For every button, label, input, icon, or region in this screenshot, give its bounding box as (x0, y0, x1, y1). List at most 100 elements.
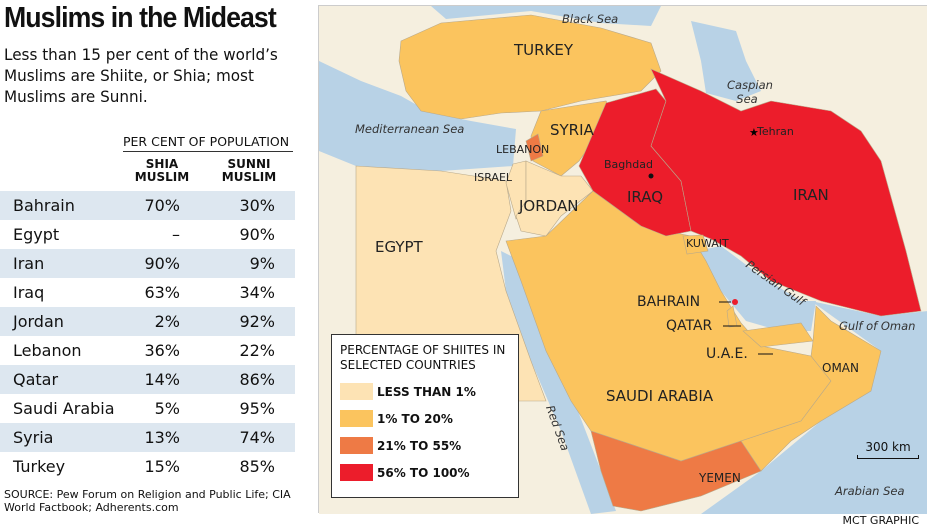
legend-item: 56% TO 100% (340, 464, 510, 481)
sunni-cell: 95% (239, 399, 275, 418)
tehran-star: ★ (749, 126, 759, 139)
label-mediterranean-sea: Mediterranean Sea (355, 122, 465, 136)
table-row: Saudi Arabia 5% 95% (0, 394, 295, 423)
turkey (398, 14, 662, 120)
legend-swatch (340, 410, 373, 427)
shia-cell: 70% (144, 196, 180, 215)
shia-cell: 36% (144, 341, 180, 360)
sunni-cell: 9% (249, 254, 275, 273)
sunni-cell: 34% (239, 283, 275, 302)
legend: PERCENTAGE OF SHIITES IN SELECTED COUNTR… (331, 334, 519, 498)
red-sea (501, 251, 616, 514)
iran (650, 68, 922, 317)
label-kuwait: KUWAIT (686, 237, 729, 250)
label-turkey: TURKEY (514, 41, 574, 59)
table-row: Egypt – 90% (0, 220, 295, 249)
country-cell: Qatar (13, 370, 59, 389)
credit: MCT GRAPHIC (842, 514, 919, 527)
sunni-cell: 74% (239, 428, 275, 447)
country-cell: Saudi Arabia (13, 399, 115, 418)
label-qatar: QATAR (666, 318, 713, 334)
country-cell: Iraq (13, 283, 45, 302)
shia-cell: 2% (154, 312, 180, 331)
label-arabian-sea: Arabian Sea (835, 484, 905, 498)
col-shia: SHIA MUSLIM (134, 157, 190, 184)
col-sunni: SUNNI MUSLIM (221, 157, 277, 184)
country-cell: Bahrain (13, 196, 75, 215)
label-iran: IRAN (793, 186, 829, 204)
sunni-cell: 85% (239, 457, 275, 476)
table-row: Turkey 15% 85% (0, 452, 295, 481)
sunni-cell: 86% (239, 370, 275, 389)
sunni-cell: 90% (239, 225, 275, 244)
table-row: Syria 13% 74% (0, 423, 295, 452)
bahrain (732, 299, 738, 305)
label-israel: ISRAEL (474, 171, 513, 184)
label-syria: SYRIA (550, 121, 594, 139)
shia-cell: 90% (144, 254, 180, 273)
label-gulf-of-oman: Gulf of Oman (839, 319, 916, 333)
table-body: Bahrain 70% 30% Egypt – 90% Iran 90% 9% Iraq 63% 34… (0, 191, 295, 481)
black-sea (431, 6, 661, 26)
legend-label: LESS THAN 1% (377, 384, 476, 399)
scale-label: 300 km (865, 440, 911, 454)
label-iraq: IRAQ (627, 188, 664, 206)
shia-cell: 5% (154, 399, 180, 418)
legend-label: 1% TO 20% (377, 411, 453, 426)
baghdad-dot (648, 173, 654, 179)
legend-item: 1% TO 20% (340, 410, 510, 427)
mediterranean-sea (319, 61, 516, 171)
shia-cell: 13% (144, 428, 180, 447)
table-row: Iraq 63% 34% (0, 278, 295, 307)
table-row: Qatar 14% 86% (0, 365, 295, 394)
intro-text: Less than 15 per cent of the world’s Mus… (4, 45, 278, 106)
label-caspian-sea: Caspian Sea (727, 78, 773, 106)
shia-cell: 63% (144, 283, 180, 302)
table-panel: Muslims in the Mideast Less than 15 per … (0, 0, 305, 529)
label-oman: OMAN (822, 361, 859, 375)
oman (740, 305, 882, 472)
shia-cell: 14% (144, 370, 180, 389)
label-lebanon: LEBANON (496, 143, 550, 156)
label-black-sea: Black Sea (562, 12, 619, 26)
legend-swatch (340, 437, 373, 454)
caspian-sea (691, 21, 761, 101)
shia-cell: 15% (144, 457, 180, 476)
country-cell: Syria (13, 428, 54, 447)
label-uae: U.A.E. (706, 346, 748, 362)
yemen (590, 430, 762, 512)
legend-label: 21% TO 55% (377, 438, 462, 453)
label-tehran: Tehran (757, 125, 794, 138)
source-note: SOURCE: Pew Forum on Religion and Public… (4, 488, 291, 514)
persian-gulf (696, 246, 816, 331)
label-saudi-arabia: SAUDI ARABIA (606, 387, 714, 405)
legend-title: PERCENTAGE OF SHIITES IN SELECTED COUNTR… (340, 343, 506, 372)
table-row: Bahrain 70% 30% (0, 191, 295, 220)
label-yemen: YEMEN (699, 471, 741, 485)
legend-item: LESS THAN 1% (340, 383, 510, 400)
country-cell: Iran (13, 254, 45, 273)
sunni-cell: 22% (239, 341, 275, 360)
country-cell: Egypt (13, 225, 60, 244)
label-egypt: EGYPT (375, 238, 423, 256)
page-title: Muslims in the Mideast (4, 2, 277, 34)
legend-item: 21% TO 55% (340, 437, 510, 454)
table-row: Lebanon 36% 22% (0, 336, 295, 365)
label-bahrain: BAHRAIN (637, 294, 701, 310)
scale-bar: 300 km (857, 440, 919, 459)
table-row: Iran 90% 9% (0, 249, 295, 278)
arabian-sea (701, 301, 927, 514)
country-cell: Turkey (13, 457, 66, 476)
country-cell: Jordan (13, 312, 64, 331)
sunni-cell: 30% (239, 196, 275, 215)
label-baghdad: Baghdad (604, 158, 653, 171)
table-group-header: PER CENT OF POPULATION (123, 134, 293, 152)
label-jordan: JORDAN (519, 197, 579, 215)
country-cell: Lebanon (13, 341, 82, 360)
jordan (515, 160, 594, 237)
shia-cell: – (172, 225, 180, 244)
legend-label: 56% TO 100% (377, 465, 470, 480)
kuwait (682, 234, 709, 255)
legend-swatch (340, 464, 373, 481)
sunni-cell: 92% (239, 312, 275, 331)
